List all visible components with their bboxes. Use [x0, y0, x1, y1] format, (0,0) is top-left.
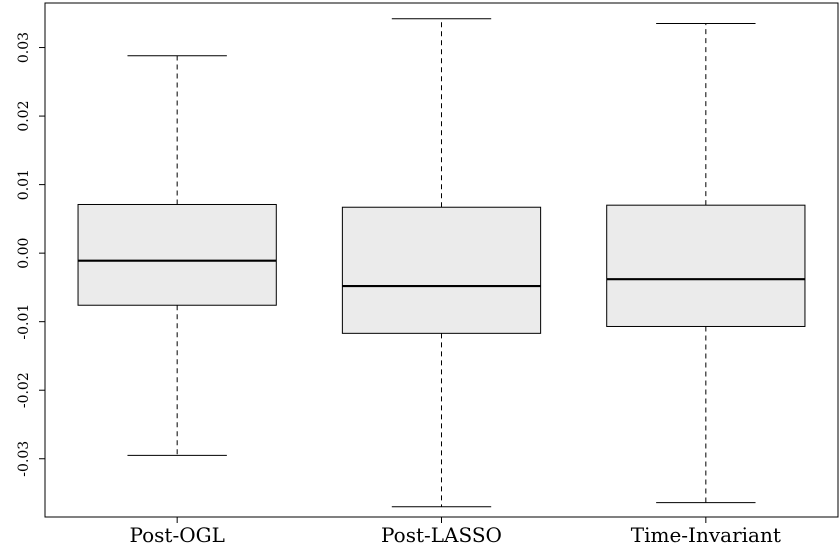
x-category-label: Time-Invariant — [631, 523, 781, 547]
iqr-box — [341, 206, 542, 334]
y-tick-label: 0.00 — [16, 238, 32, 269]
iqr-box — [77, 203, 277, 306]
y-tick-label: 0.03 — [16, 32, 32, 63]
x-category-label: Post-OGL — [129, 523, 224, 547]
y-tick-label: 0.01 — [16, 169, 32, 200]
y-tick-label: 0.02 — [16, 100, 32, 131]
y-tick-label: -0.03 — [16, 441, 32, 477]
iqr-box — [606, 204, 806, 327]
boxes — [77, 18, 806, 508]
y-axis: -0.03 -0.02 -0.01 0.00 0.01 0.02 0.03 — [16, 32, 45, 477]
x-category-label: Post-LASSO — [381, 523, 502, 547]
y-tick-label: -0.01 — [16, 304, 32, 340]
box-post-ogl — [77, 55, 277, 456]
y-tick-label: -0.02 — [16, 372, 32, 408]
x-axis: Post-OGL Post-LASSO Time-Invariant — [129, 517, 781, 547]
box-time-invariant — [606, 23, 806, 504]
box-post-lasso — [341, 18, 542, 508]
